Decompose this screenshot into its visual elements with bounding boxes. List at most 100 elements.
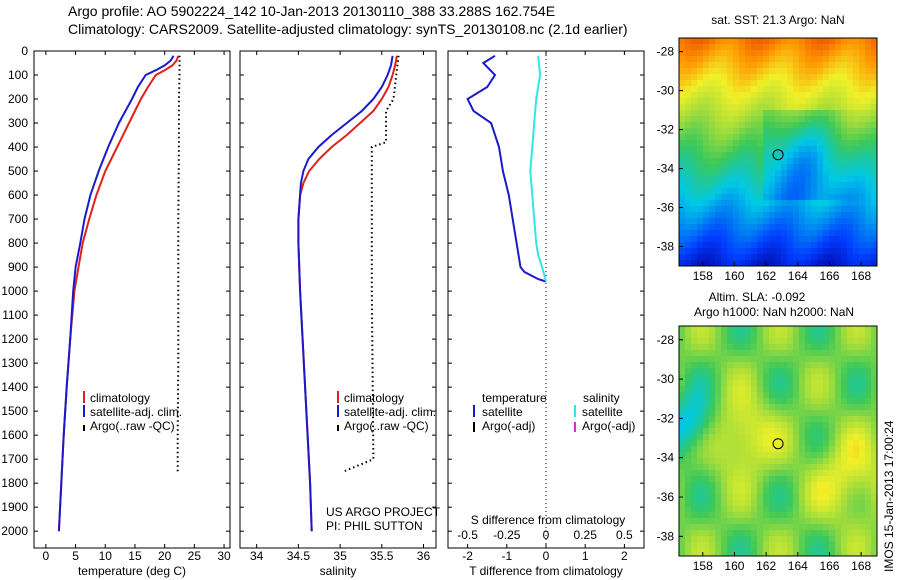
map-cell xyxy=(793,80,800,87)
map-cell xyxy=(847,236,854,243)
map-cell xyxy=(685,116,692,123)
map-cell xyxy=(703,344,710,351)
map-cell xyxy=(721,170,728,177)
map-cell xyxy=(715,542,722,549)
map-cell xyxy=(757,122,764,129)
map-cell xyxy=(823,446,830,453)
map-cell xyxy=(811,200,818,207)
map-cell xyxy=(691,374,698,381)
map-cell xyxy=(745,92,752,99)
map-cell xyxy=(751,68,758,75)
map-cell xyxy=(823,140,830,147)
map-cell xyxy=(871,248,877,255)
map-cell xyxy=(823,128,830,135)
map-cell xyxy=(805,188,812,195)
map-cell xyxy=(811,176,818,183)
map-cell xyxy=(715,122,722,129)
map-cell xyxy=(853,386,860,393)
map-cell xyxy=(799,50,806,57)
map-cell xyxy=(781,134,788,141)
map-cell xyxy=(733,80,740,87)
map-cell xyxy=(847,326,854,333)
map-cell xyxy=(787,476,794,483)
header-line-1: Argo profile: AO 5902224_142 10-Jan-2013… xyxy=(68,3,556,19)
map-cell xyxy=(787,350,794,357)
map-cell xyxy=(715,86,722,93)
map-cell xyxy=(829,230,836,237)
map-cell xyxy=(823,416,830,423)
map-cell xyxy=(715,494,722,501)
map-cell xyxy=(841,104,848,111)
map-cell xyxy=(715,176,722,183)
map-cell xyxy=(769,344,776,351)
map-cell xyxy=(817,542,824,549)
map-cell xyxy=(751,44,758,51)
map-cell xyxy=(679,536,686,543)
map-cell xyxy=(715,80,722,87)
map-cell xyxy=(847,248,854,255)
map-cell xyxy=(739,548,746,555)
map-cell xyxy=(685,494,692,501)
map-cell xyxy=(763,380,770,387)
map-cell xyxy=(685,236,692,243)
map-cell xyxy=(835,254,842,261)
map-cell xyxy=(805,548,812,555)
y-tick-label: 1300 xyxy=(1,356,28,370)
map-cell xyxy=(787,158,794,165)
map-cell xyxy=(853,392,860,399)
map-cell xyxy=(739,248,746,255)
map-cell xyxy=(769,194,776,201)
map-cell xyxy=(853,434,860,441)
map-cell xyxy=(763,356,770,363)
map-cell xyxy=(763,98,770,105)
map-cell xyxy=(865,62,872,69)
map-cell xyxy=(739,182,746,189)
map-cell xyxy=(703,470,710,477)
map-cell xyxy=(745,530,752,537)
map-cell xyxy=(853,470,860,477)
map-cell xyxy=(751,182,758,189)
map-cell xyxy=(739,74,746,81)
map-cell xyxy=(769,500,776,507)
map-cell xyxy=(751,152,758,159)
map-cell xyxy=(823,410,830,417)
map-cell xyxy=(853,182,860,189)
map-cell xyxy=(841,80,848,87)
map-cell xyxy=(691,224,698,231)
map-cell xyxy=(733,416,740,423)
map-cell xyxy=(757,92,764,99)
map-cell xyxy=(727,536,734,543)
map-cell xyxy=(751,134,758,141)
map-cell xyxy=(709,380,716,387)
map-cell xyxy=(817,206,824,213)
map-cell xyxy=(769,128,776,135)
map-cell xyxy=(703,524,710,531)
map-cell xyxy=(841,356,848,363)
map-cell xyxy=(781,170,788,177)
map-cell xyxy=(865,230,872,237)
map-cell xyxy=(721,188,728,195)
map-cell xyxy=(781,518,788,525)
map-cell xyxy=(763,182,770,189)
map-cell xyxy=(853,242,860,249)
map-cell xyxy=(829,44,836,51)
header-line-2: Climatology: CARS2009. Satellite-adjuste… xyxy=(68,21,628,37)
map-cell xyxy=(715,458,722,465)
map-cell xyxy=(793,440,800,447)
map-cell xyxy=(853,176,860,183)
map-cell xyxy=(703,410,710,417)
map-cell xyxy=(691,548,698,555)
map-cell xyxy=(697,194,704,201)
map-cell xyxy=(865,38,872,45)
map-cell xyxy=(685,530,692,537)
map-cell xyxy=(871,242,877,249)
map-cell xyxy=(697,164,704,171)
map-cell xyxy=(697,116,704,123)
map-cell xyxy=(745,482,752,489)
map-cell xyxy=(787,422,794,429)
map-cell xyxy=(859,80,866,87)
map-cell xyxy=(757,482,764,489)
map-cell xyxy=(787,488,794,495)
map-cell xyxy=(787,236,794,243)
